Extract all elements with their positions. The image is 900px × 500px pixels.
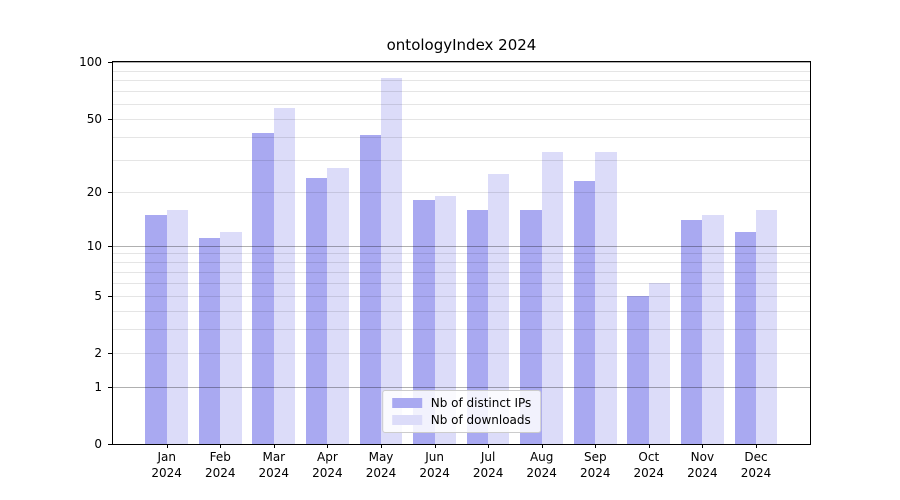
xtick-mark-mar bbox=[273, 444, 275, 448]
bar-feb-downloads bbox=[220, 231, 242, 444]
bar-apr-distinct-ips bbox=[306, 177, 328, 444]
xtick-mark-jan bbox=[166, 444, 168, 448]
bar-may-downloads bbox=[381, 78, 403, 444]
legend-label-downloads: Nb of downloads bbox=[430, 413, 531, 427]
legend: Nb of distinct IPs Nb of downloads bbox=[381, 390, 542, 433]
xtick-label-nov: Nov 2024 bbox=[687, 450, 718, 480]
bar-jul-distinct-ips bbox=[466, 209, 489, 444]
xtick-mark-feb bbox=[220, 444, 222, 448]
ytick-mark-1 bbox=[108, 386, 112, 388]
ytick-label-10: 10 bbox=[86, 238, 102, 253]
ytick-mark-2 bbox=[108, 353, 112, 355]
chart-title: ontologyIndex 2024 bbox=[386, 36, 537, 54]
plot-area: Nb of distinct IPs Nb of downloads bbox=[112, 61, 811, 445]
bar-nov-downloads bbox=[702, 214, 724, 444]
xtick-mark-apr bbox=[327, 444, 329, 448]
xtick-mark-nov bbox=[702, 444, 704, 448]
bar-aug-downloads bbox=[541, 152, 564, 444]
bar-oct-distinct-ips bbox=[627, 295, 649, 444]
bar-jan-distinct-ips bbox=[145, 214, 167, 444]
xtick-label-oct: Oct 2024 bbox=[633, 450, 665, 480]
bar-mar-downloads bbox=[273, 107, 296, 444]
xtick-mark-may bbox=[381, 444, 382, 448]
xtick-label-dec: Dec 2024 bbox=[740, 450, 772, 480]
ytick-label-2: 2 bbox=[94, 346, 102, 361]
xtick-label-apr: Apr 2024 bbox=[312, 450, 343, 480]
bar-sep-distinct-ips bbox=[573, 180, 596, 444]
ytick-label-100: 100 bbox=[79, 55, 102, 69]
ytick-mark-10 bbox=[108, 245, 112, 247]
bar-dec-distinct-ips bbox=[734, 231, 756, 444]
ytick-label-5: 5 bbox=[94, 288, 102, 303]
ytick-mark-50 bbox=[108, 118, 112, 120]
legend-swatch-distinct-ips bbox=[391, 398, 422, 408]
legend-item-distinct-ips: Nb of distinct IPs bbox=[391, 396, 532, 410]
xtick-mark-sep bbox=[595, 444, 597, 448]
legend-swatch-downloads bbox=[391, 415, 422, 425]
bar-jan-downloads bbox=[166, 209, 189, 444]
ytick-mark-20 bbox=[108, 192, 112, 193]
xtick-label-jun: Jun 2024 bbox=[419, 450, 450, 480]
legend-item-downloads: Nb of downloads bbox=[391, 413, 532, 427]
xtick-mark-oct bbox=[648, 444, 650, 448]
bar-oct-downloads bbox=[648, 282, 671, 444]
xtick-label-aug: Aug 2024 bbox=[526, 450, 557, 480]
xtick-label-may: May 2024 bbox=[365, 450, 397, 480]
xtick-label-jan: Jan 2024 bbox=[151, 450, 182, 480]
ytick-label-20: 20 bbox=[86, 185, 102, 199]
xtick-label-jul: Jul 2024 bbox=[472, 450, 504, 480]
bar-sep-downloads bbox=[595, 152, 617, 444]
bar-aug-distinct-ips bbox=[520, 209, 542, 444]
xtick-label-mar: Mar 2024 bbox=[258, 450, 290, 480]
bar-jul-downloads bbox=[488, 174, 510, 444]
bar-may-distinct-ips bbox=[359, 134, 381, 444]
ytick-label-0: 0 bbox=[94, 437, 102, 451]
bar-mar-distinct-ips bbox=[252, 132, 274, 444]
bar-feb-distinct-ips bbox=[198, 238, 221, 444]
ytick-label-1: 1 bbox=[94, 379, 102, 394]
bars-layer bbox=[113, 62, 810, 444]
xtick-mark-jun bbox=[434, 444, 436, 448]
xtick-mark-aug bbox=[541, 444, 543, 448]
ytick-mark-100 bbox=[108, 62, 112, 63]
legend-label-distinct-ips: Nb of distinct IPs bbox=[430, 396, 532, 410]
xtick-mark-dec bbox=[756, 444, 757, 448]
bar-nov-distinct-ips bbox=[681, 219, 703, 444]
ytick-mark-0 bbox=[108, 444, 112, 445]
xtick-label-feb: Feb 2024 bbox=[205, 450, 236, 480]
bar-jun-distinct-ips bbox=[413, 200, 435, 444]
bar-apr-downloads bbox=[327, 168, 349, 444]
xtick-mark-jul bbox=[488, 444, 490, 448]
ytick-label-50: 50 bbox=[86, 111, 102, 126]
bar-jun-downloads bbox=[434, 196, 456, 444]
ytick-mark-5 bbox=[108, 295, 112, 297]
xtick-label-sep: Sep 2024 bbox=[580, 450, 611, 480]
bar-dec-downloads bbox=[756, 209, 778, 444]
